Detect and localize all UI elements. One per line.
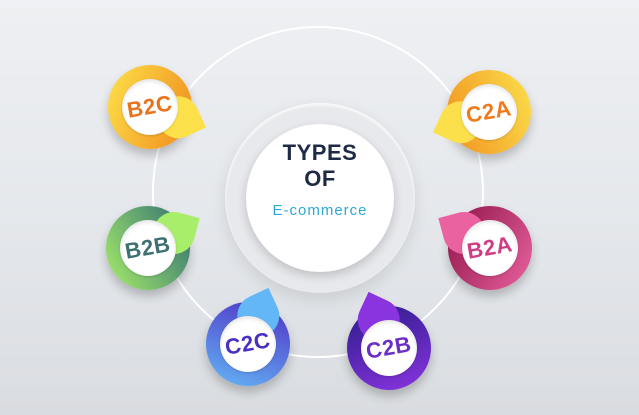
- type-label-c2c: C2C: [223, 327, 273, 360]
- pin-face: C2B: [361, 320, 417, 376]
- title-line-types: TYPES: [282, 140, 358, 165]
- center-inner-circle: [246, 124, 394, 272]
- type-label-b2a: B2A: [465, 231, 515, 264]
- type-label-b2b: B2B: [123, 231, 173, 264]
- pin-face: B2B: [120, 220, 176, 276]
- pin-face: C2C: [220, 316, 276, 372]
- center-title: TYPES OF E-commerce: [240, 140, 400, 219]
- pin-face: C2A: [461, 84, 517, 140]
- type-pin-b2b: B2B: [106, 206, 200, 290]
- type-label-c2b: C2B: [364, 331, 414, 364]
- subtitle-ecommerce: E-commerce: [272, 202, 368, 219]
- type-label-b2c: B2C: [125, 90, 175, 123]
- pin-face: B2C: [122, 79, 178, 135]
- type-label-c2a: C2A: [464, 95, 514, 128]
- type-pin-b2c: B2C: [108, 65, 207, 149]
- type-pin-c2a: C2A: [432, 70, 531, 154]
- pin-face: B2A: [462, 220, 518, 276]
- type-pin-c2c: C2C: [206, 287, 290, 386]
- type-pin-b2a: B2A: [438, 206, 532, 290]
- type-pin-c2b: C2B: [347, 291, 431, 390]
- title-line-of: OF: [304, 166, 336, 191]
